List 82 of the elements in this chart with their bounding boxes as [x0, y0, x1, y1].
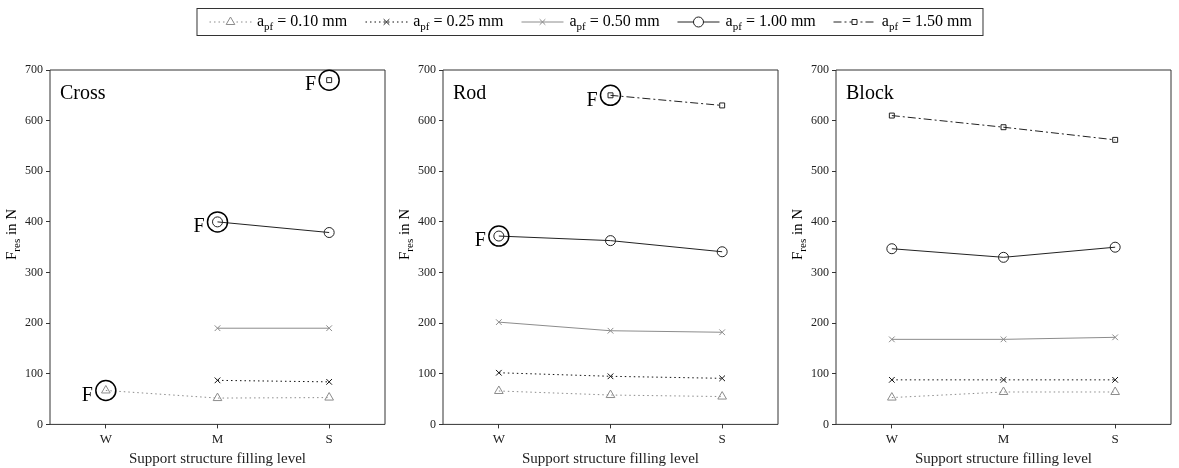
text: Block [846, 81, 894, 104]
legend-label: a$_{pf}$ = 1.50 mm [881, 12, 973, 33]
y-tick-label: 100 [418, 365, 436, 380]
y-tick-label: 400 [811, 214, 829, 229]
x-axis-title: Support structure filling level [128, 449, 307, 466]
point [495, 318, 503, 326]
x-axis-title: Support structure filling level [914, 449, 1093, 466]
text: Cross [60, 81, 106, 104]
y-tick-label: 500 [25, 163, 43, 178]
point [1000, 336, 1007, 343]
annotation: F [305, 72, 317, 95]
point [605, 389, 616, 399]
x-tick-label: W [492, 430, 506, 446]
legend-label: a$_{pf}$ = 1.00 mm [725, 12, 816, 33]
y-tick-label: 100 [811, 365, 829, 380]
point [214, 324, 221, 332]
y-tick-label: 300 [25, 264, 43, 279]
point [998, 386, 1009, 395]
y-tick-label: 200 [418, 315, 436, 330]
y-tick-label: 700 [418, 62, 436, 77]
x-tick-label: W [885, 430, 899, 446]
point [214, 377, 221, 384]
y-tick-label: 700 [25, 62, 43, 77]
text: Rod [453, 81, 487, 104]
annotation: F [474, 228, 486, 251]
point [998, 251, 1009, 263]
x-axis-title: Support structure filling level [521, 449, 700, 466]
legend-label: a$_{pf}$ = 0.50 mm [569, 12, 660, 33]
point [1109, 241, 1121, 253]
point [495, 369, 503, 377]
point [1111, 376, 1119, 384]
point [718, 328, 726, 336]
y-tick-label: 0 [823, 416, 829, 431]
point [324, 392, 334, 401]
y-tick-label: 300 [811, 264, 829, 279]
point [716, 246, 728, 258]
y-tick-label: 600 [25, 112, 43, 127]
x-tick-label: S [718, 430, 726, 446]
y-tick-label: 300 [418, 264, 436, 279]
y-tick-label: 500 [811, 163, 829, 178]
legend-label: a$_{pf}$ = 0.25 mm [413, 12, 504, 33]
point [718, 375, 726, 382]
point [1111, 333, 1119, 341]
y-tick-label: 600 [811, 112, 829, 127]
point [605, 235, 616, 247]
point [607, 327, 614, 335]
annotation: F [586, 87, 598, 110]
point [1000, 376, 1007, 384]
x-tick-label: S [1111, 430, 1119, 446]
x-tick-label: M [604, 430, 617, 446]
point [717, 391, 727, 400]
y-tick-label: 200 [25, 315, 43, 330]
x-tick-label: M [211, 430, 224, 446]
y-tick-label: 500 [418, 163, 436, 178]
y-tick-label: 700 [811, 62, 829, 77]
y-tick-label: 0 [37, 416, 43, 431]
point [607, 372, 614, 380]
y-tick-label: 0 [430, 416, 436, 431]
y-tick-label: 400 [25, 214, 43, 229]
point [887, 392, 897, 401]
y-tick-label: 200 [811, 315, 829, 330]
point [1110, 386, 1120, 395]
point [318, 69, 340, 91]
point [886, 243, 898, 255]
x-tick-label: W [99, 430, 113, 446]
point [494, 385, 504, 394]
point [888, 112, 895, 119]
point [325, 324, 333, 332]
point [1000, 124, 1007, 131]
x-tick-label: M [997, 430, 1010, 446]
point [888, 336, 896, 343]
y-tick-label: 400 [418, 214, 436, 229]
point [325, 378, 333, 386]
x-tick-label: S [325, 430, 333, 446]
y-tick-label: 100 [25, 365, 43, 380]
point [888, 376, 896, 384]
legend-label: a$_{pf}$ = 0.10 mm [256, 12, 348, 33]
point [212, 392, 223, 402]
y-tick-label: 600 [418, 112, 436, 127]
point [1112, 136, 1119, 143]
annotation: F [81, 382, 93, 405]
annotation: F [193, 214, 205, 237]
